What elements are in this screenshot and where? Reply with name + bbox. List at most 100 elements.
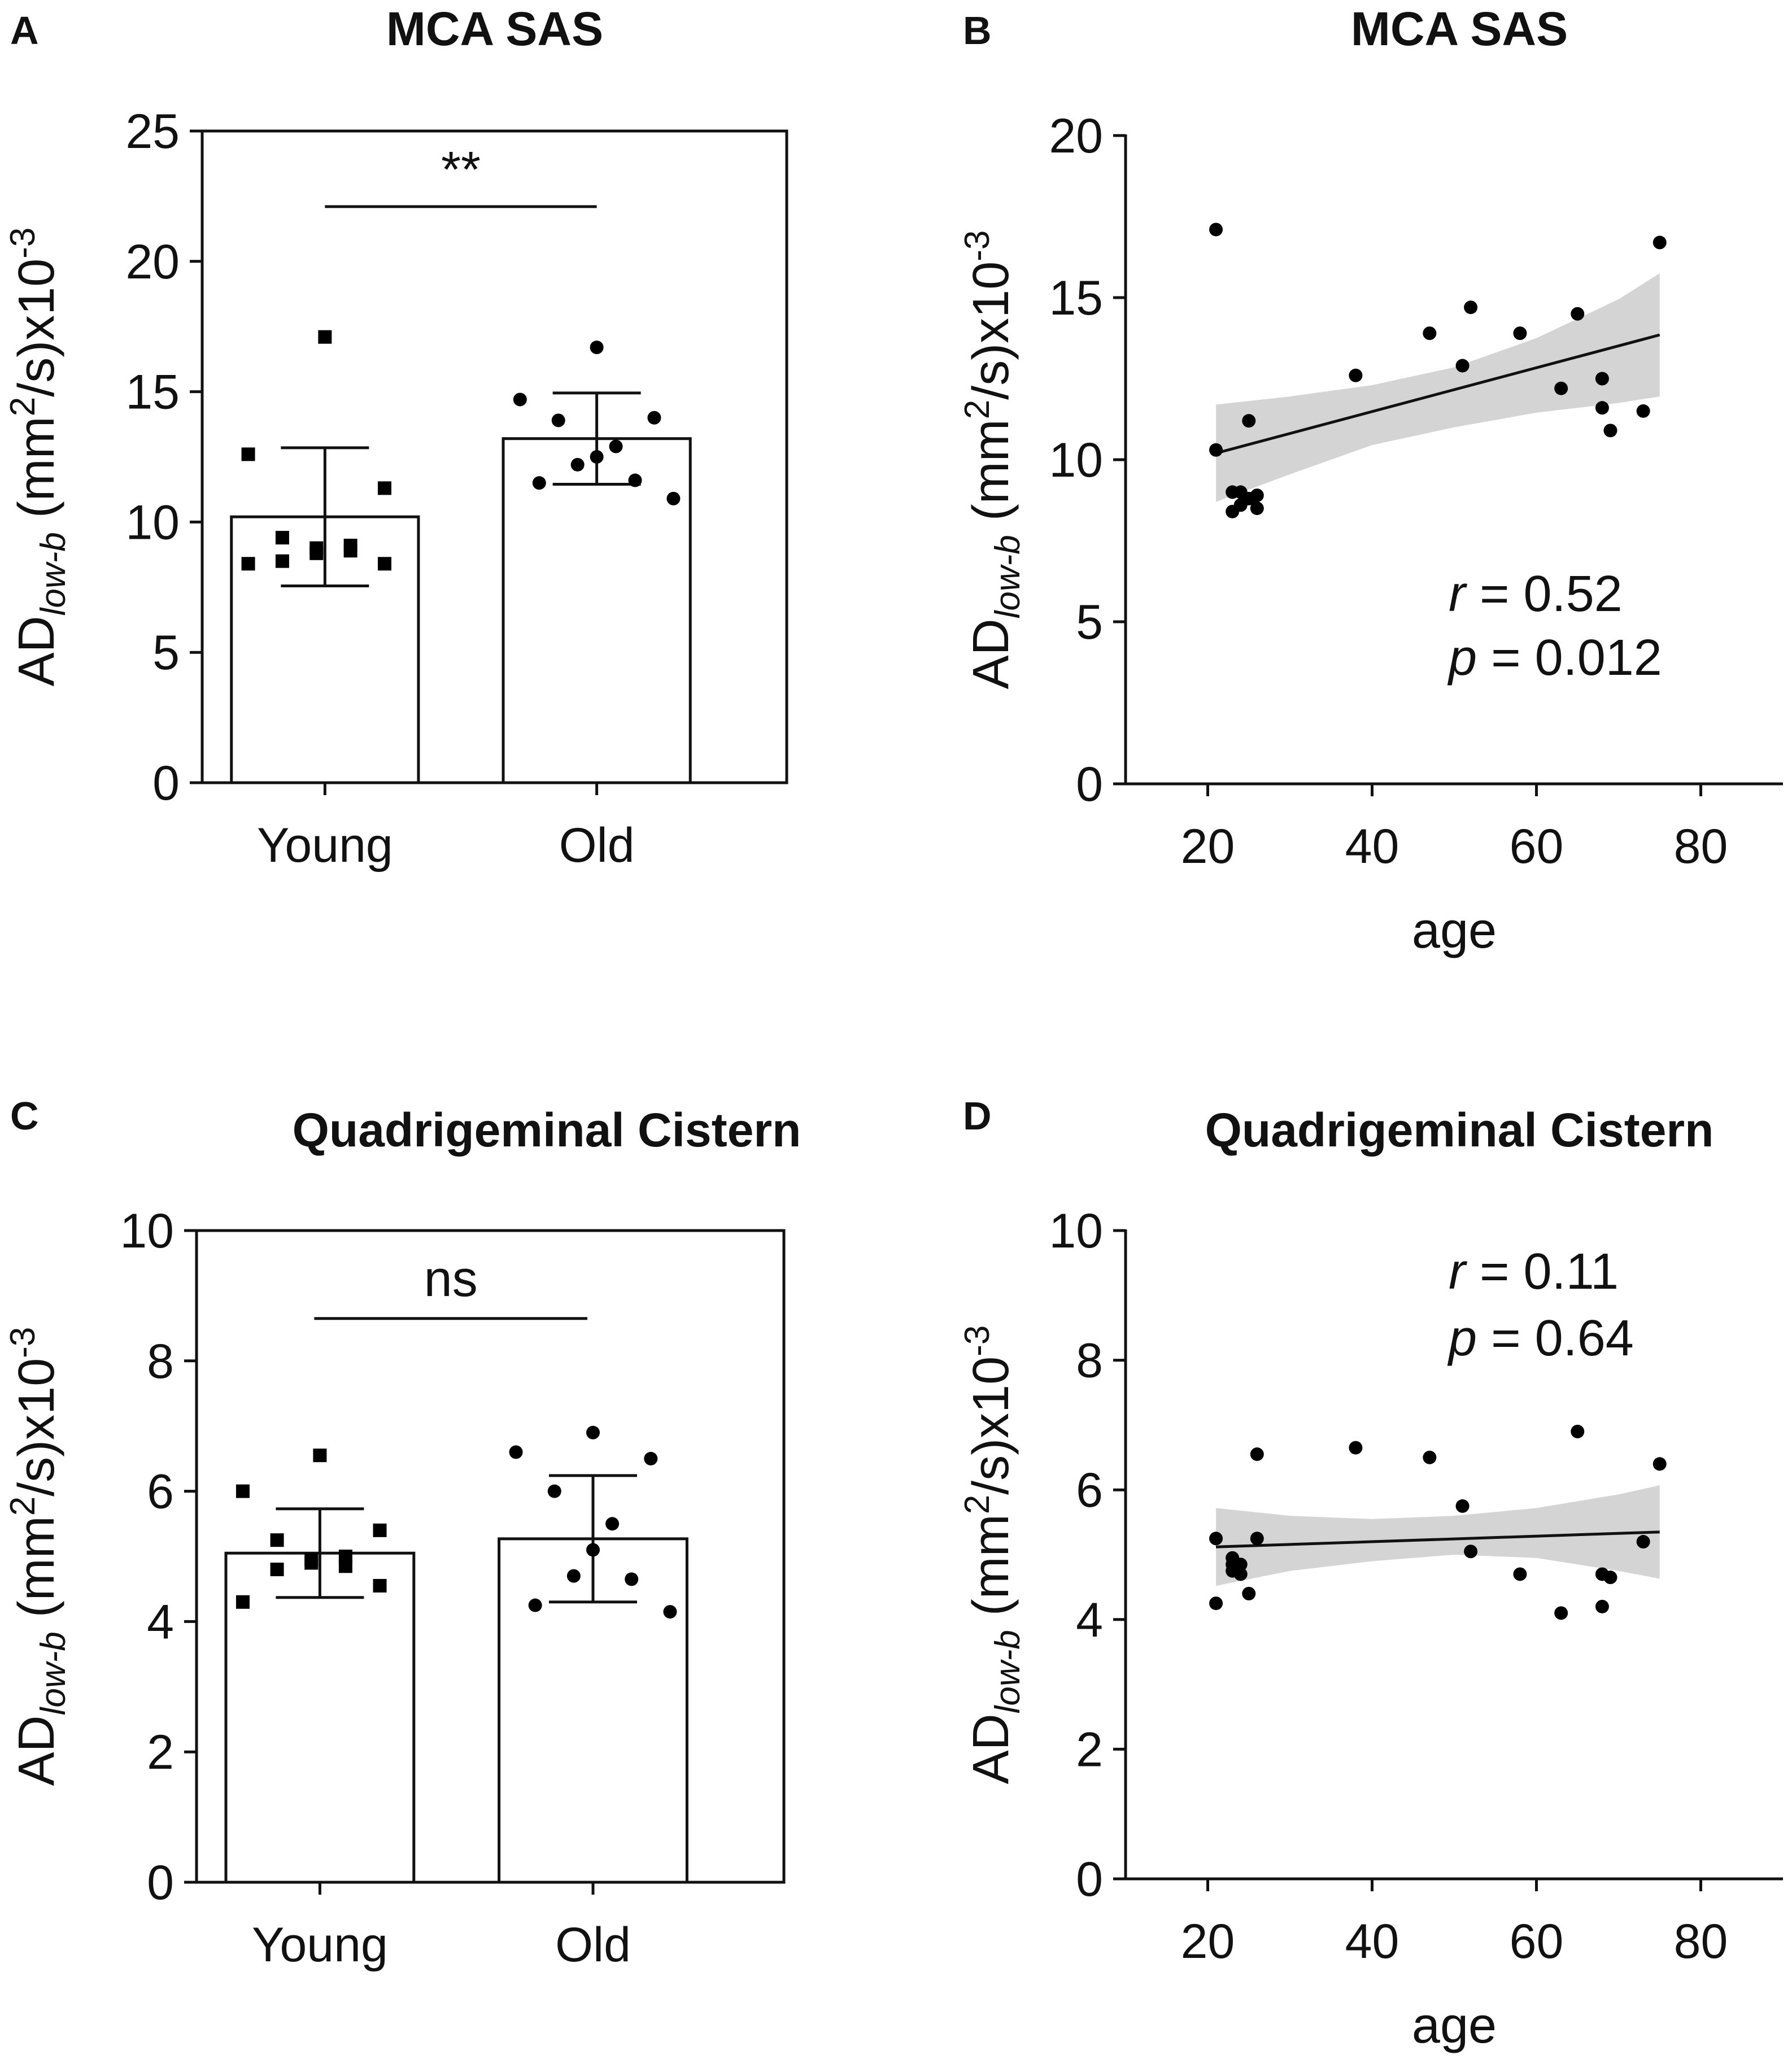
y-axis-title: ADlow-b (mm2/s)x10-3	[3, 228, 73, 687]
data-point	[1636, 1535, 1650, 1549]
y-axis-title-part: AD	[8, 1715, 65, 1786]
y-tick-label: 0	[152, 756, 180, 810]
y-axis-title-part: low-b	[34, 532, 73, 616]
chart-panel-a: A MCA SAS 0 5 10 15 20 25 ADlow-b (mm2/s)x10-3 Yo…	[3, 2, 788, 873]
plot-frame	[200, 129, 788, 784]
significance-label: **	[441, 142, 481, 198]
x-tick-label: 60	[1510, 819, 1564, 874]
x-tick-label: 20	[1181, 819, 1235, 874]
data-point	[1595, 1599, 1609, 1613]
y-tick-label: 10	[1049, 433, 1103, 487]
stat-r-label: r	[1449, 1244, 1467, 1300]
x-tick-label: Young	[257, 818, 393, 873]
data-point	[1250, 501, 1264, 516]
y-axis-title: ADlow-b (mm2/s)x10-3	[3, 1327, 73, 1786]
chart-title: MCA SAS	[1351, 2, 1568, 55]
x-tick-label: Old	[559, 818, 635, 873]
x-tick-label: Old	[555, 1918, 631, 1972]
x-tick-label: 20	[1181, 1914, 1235, 1969]
data-point	[1464, 1545, 1478, 1559]
stat-p-label: p	[1447, 1310, 1477, 1367]
data-point	[1455, 1499, 1470, 1513]
data-point	[1513, 1567, 1527, 1581]
data-point	[1349, 368, 1363, 382]
data-point	[590, 450, 604, 464]
data-point	[1349, 1441, 1363, 1455]
data-point	[1242, 414, 1256, 428]
y-axis-title-part: (mm	[963, 1514, 1019, 1630]
x-tick-label: 40	[1345, 819, 1399, 874]
data-point	[1250, 1532, 1264, 1546]
x-tick-label: 60	[1510, 1914, 1564, 1969]
y-axis-title-part: /s)x10	[963, 261, 1019, 400]
data-point	[590, 341, 604, 355]
data-point	[1653, 1457, 1667, 1471]
data-point	[1250, 1447, 1264, 1462]
data-point	[513, 392, 527, 407]
data-point	[605, 1517, 620, 1531]
data-point	[373, 1523, 387, 1537]
y-axis-title-part: -3	[3, 228, 42, 259]
y-axis-title-part: low-b	[988, 535, 1027, 618]
panel-letter: D	[963, 1094, 992, 1138]
data-point	[609, 439, 623, 453]
stat-p: p = 0.64	[1447, 1310, 1634, 1367]
data-point	[1653, 235, 1667, 250]
y-tick-label: 15	[125, 365, 180, 420]
data-point	[666, 491, 681, 505]
y-axis-title-part: (mm	[8, 416, 65, 532]
data-point	[551, 413, 565, 427]
stat-r-value: = 0.11	[1466, 1244, 1619, 1300]
data-point	[1595, 401, 1609, 415]
stat-r-label: r	[1449, 566, 1467, 622]
confidence-band	[1216, 1485, 1660, 1586]
chart-title: Quadrigeminal Cistern	[293, 1103, 801, 1157]
data-point	[1250, 488, 1264, 503]
y-axis-title-part: AD	[963, 618, 1019, 689]
data-point	[1554, 381, 1568, 395]
y-tick-label: 0	[1076, 1852, 1103, 1907]
stat-r: r = 0.11	[1449, 1244, 1619, 1300]
data-point	[1233, 1567, 1248, 1581]
y-axis-title-part: low-b	[988, 1630, 1027, 1713]
regression-line	[1215, 1530, 1660, 1548]
data-point	[1603, 1571, 1617, 1585]
stat-r: r = 0.52	[1449, 566, 1623, 622]
x-tick-label: 80	[1674, 819, 1728, 874]
data-point	[270, 1533, 284, 1547]
data-point	[1636, 404, 1650, 418]
data-point	[1455, 359, 1470, 373]
data-point	[270, 1563, 284, 1577]
y-axis-title-part: /s)x10	[8, 259, 65, 397]
data-point	[343, 544, 357, 558]
data-point	[1513, 326, 1527, 341]
data-point	[509, 1445, 523, 1459]
y-axis-title-part: low-b	[34, 1632, 73, 1715]
y-axis-title-part: -3	[958, 230, 997, 261]
y-axis-title-part: 2	[958, 1495, 997, 1514]
x-tick-label: 40	[1345, 1914, 1399, 1969]
data-point	[275, 554, 289, 568]
y-tick-label: 2	[147, 1725, 174, 1779]
y-tick-label: 20	[125, 235, 180, 289]
stat-p-value: = 0.64	[1477, 1310, 1634, 1367]
y-tick-label: 4	[1076, 1593, 1103, 1647]
data-point	[1423, 326, 1437, 341]
chart-panel-d: D Quadrigeminal Cistern 0 2 4 6 8 10 20 40 60 80 age…	[958, 1094, 1783, 2054]
chart-panel-c: C Quadrigeminal Cistern 0 2 4 6 8 10 ADlow-b (mm…	[3, 1094, 801, 1972]
data-point	[1571, 307, 1585, 321]
data-point	[586, 1543, 600, 1557]
stat-p-value: = 0.012	[1477, 630, 1662, 686]
bar-old	[502, 437, 692, 784]
x-axis-title: age	[1412, 902, 1497, 959]
data-point	[318, 330, 332, 344]
panel-letter: C	[10, 1094, 39, 1138]
data-point	[625, 1572, 639, 1586]
y-axis-title-part: /s)x10	[963, 1356, 1019, 1495]
panel-letter: B	[963, 8, 992, 53]
data-point	[1209, 443, 1223, 457]
data-point	[1209, 223, 1223, 237]
y-axis-title-part: (mm	[963, 419, 1019, 535]
y-axis-title-part: 2	[3, 1497, 42, 1516]
y-axis-title-part: (mm	[8, 1516, 65, 1632]
